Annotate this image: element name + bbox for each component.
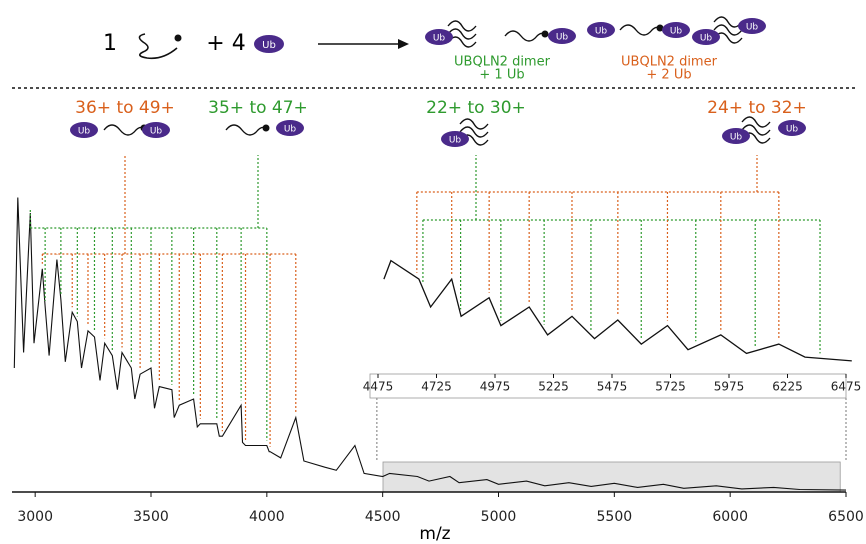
inset-x-tick-label: 5725 [655,380,686,394]
ub-text: Ub [262,40,276,51]
chain-end [174,34,182,42]
ladder-label: 36+ to 49+ [75,98,175,118]
ub-text: Ub [595,27,608,37]
x-tick-label: 5000 [481,509,517,525]
ub-icon [425,29,453,45]
product-label: + 2 Ub [646,68,691,83]
product-label: UBQLN2 dimer [454,55,551,70]
product-icons: Ub Ub Ub Ub Ub Ub Ub Ub Ub Ub Ub Ub [70,16,806,147]
ladder-label: 22+ to 30+ [426,98,526,118]
ub-text: Ub [78,127,91,137]
dimer-icon [447,20,477,48]
inset-x-tick-label: 5475 [597,380,628,394]
product-label: UBQLN2 dimer [621,55,718,70]
ub-text: Ub [284,125,297,135]
chain-icon [103,124,145,136]
ub-icon [254,35,284,53]
chain-end [656,24,664,32]
inset-x-tick-label: 6475 [831,380,862,394]
x-tick-label: 5500 [597,509,633,525]
ub-icon [692,29,720,45]
ub-icon [662,22,690,38]
ladder-label: 35+ to 47+ [208,98,308,118]
ub-text: Ub [730,133,743,143]
ub-icon [778,120,806,136]
x-tick-label: 3500 [133,509,169,525]
x-tick-label: 4000 [249,509,285,525]
inset-x-tick-label: 6225 [772,380,803,394]
x-tick-label: 3000 [17,509,53,525]
spectrum-line [13,197,847,491]
inset-x-tick-label: 4475 [363,380,394,394]
x-tick-label: 4500 [365,509,401,525]
zoom-region [382,461,841,493]
ub-count: + 4 [206,31,245,56]
chain-end [262,124,270,132]
inset-axis-box [369,373,847,399]
reactant-count: 1 [103,31,117,56]
ub-text: Ub [433,34,446,44]
x-tick-label: 6000 [712,509,748,525]
x-tick-label: 6500 [828,509,864,525]
chain-icon [504,30,546,42]
ub-icon [70,122,98,138]
ub-icon [722,128,750,144]
ladder-label: 24+ to 32+ [707,98,807,118]
ub-text: Ub [449,136,462,146]
ub-text: Ub [150,127,163,137]
inset-x-tick-label: 5225 [538,380,569,394]
ub-icon [276,120,304,136]
x-axis-label: m/z [419,524,450,544]
ub-text: Ub [700,34,713,44]
ub-text: Ub [786,125,799,135]
product-label: + 1 Ub [479,68,524,83]
chain-end [541,30,549,38]
inset-x-tick-label: 5975 [714,380,745,394]
inset-x-tick-label: 4975 [480,380,511,394]
ub-icon [441,131,469,147]
ub-icon [142,122,170,138]
inset-x-tick-label: 4725 [421,380,452,394]
arrow-head [398,39,409,49]
inset-spectrum-line [383,259,852,362]
ub-icon [738,18,766,34]
chain-icon [225,124,267,136]
chain-icon [138,33,178,60]
ub-text: Ub [556,33,569,43]
ub-icon [548,28,576,44]
ub-text: Ub [670,27,683,37]
ub-icon [587,22,615,38]
ub-text: Ub [746,23,759,33]
chain-icon [619,24,661,36]
